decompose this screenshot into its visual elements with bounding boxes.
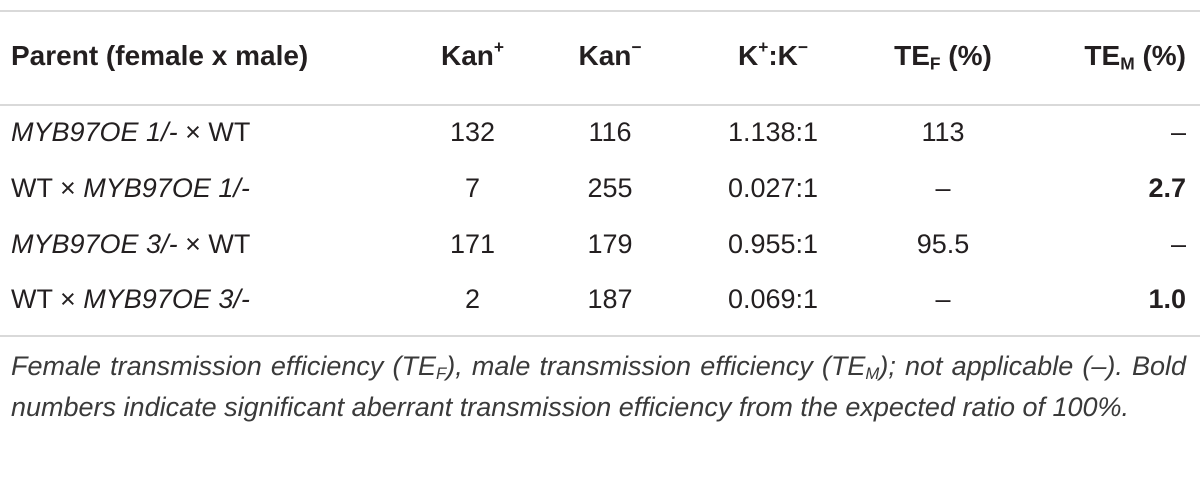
cell-parent: MYB97OE 1/- × WT bbox=[11, 117, 251, 147]
cell-ratio: 0.027:1 bbox=[727, 173, 819, 203]
cell-tem: – bbox=[1170, 117, 1186, 147]
cell-kan-minus: 116 bbox=[588, 117, 632, 147]
cell-tef: 113 bbox=[921, 117, 965, 147]
cell-kan-plus: 132 bbox=[449, 117, 496, 147]
table-row: MYB97OE 3/- × WT 171 179 0.955:1 95.5 – bbox=[0, 224, 1200, 264]
cell-kan-plus: 171 bbox=[449, 229, 496, 259]
cell-kan-minus: 187 bbox=[587, 284, 633, 314]
cell-tef: – bbox=[935, 284, 951, 314]
header-rule bbox=[0, 104, 1200, 106]
cell-kan-minus: 179 bbox=[587, 229, 633, 259]
table-header-row: Parent (female x male) Kan+ Kan− K+:K− T… bbox=[0, 36, 1200, 76]
cell-parent: WT × MYB97OE 1/- bbox=[11, 173, 250, 203]
cell-ratio: 0.955:1 bbox=[727, 229, 819, 259]
cell-ratio: 0.069:1 bbox=[727, 284, 819, 314]
table-footnote: Female transmission efficiency (TEF), ma… bbox=[11, 351, 1187, 422]
header-kan-minus: Kan− bbox=[578, 36, 642, 71]
cell-tem: – bbox=[1170, 229, 1186, 259]
header-parent: Parent (female x male) bbox=[11, 40, 309, 71]
cell-tem-significant: 2.7 bbox=[1148, 173, 1186, 203]
cell-tem-significant: 1.0 bbox=[1148, 284, 1186, 314]
cell-parent: MYB97OE 3/- × WT bbox=[11, 229, 251, 259]
cell-kan-plus: 2 bbox=[464, 284, 481, 314]
table-row: MYB97OE 1/- × WT 132 116 1.138:1 113 – bbox=[0, 112, 1200, 152]
header-kan-plus: Kan+ bbox=[440, 36, 505, 71]
table-row: WT × MYB97OE 1/- 7 255 0.027:1 – 2.7 bbox=[0, 168, 1200, 208]
top-rule bbox=[0, 10, 1200, 12]
cell-kan-minus: 255 bbox=[587, 173, 633, 203]
header-tef: TEF (%) bbox=[894, 40, 992, 74]
cell-tef: – bbox=[935, 173, 951, 203]
cell-kan-plus: 7 bbox=[464, 173, 481, 203]
bottom-rule bbox=[0, 335, 1200, 337]
header-tem: TEM (%) bbox=[1084, 40, 1186, 74]
cell-parent: WT × MYB97OE 3/- bbox=[11, 284, 250, 314]
cell-ratio: 1.138:1 bbox=[727, 117, 819, 147]
cell-tef: 95.5 bbox=[916, 229, 970, 259]
header-ratio: K+:K− bbox=[737, 36, 809, 71]
table-row: WT × MYB97OE 3/- 2 187 0.069:1 – 1.0 bbox=[0, 279, 1200, 319]
